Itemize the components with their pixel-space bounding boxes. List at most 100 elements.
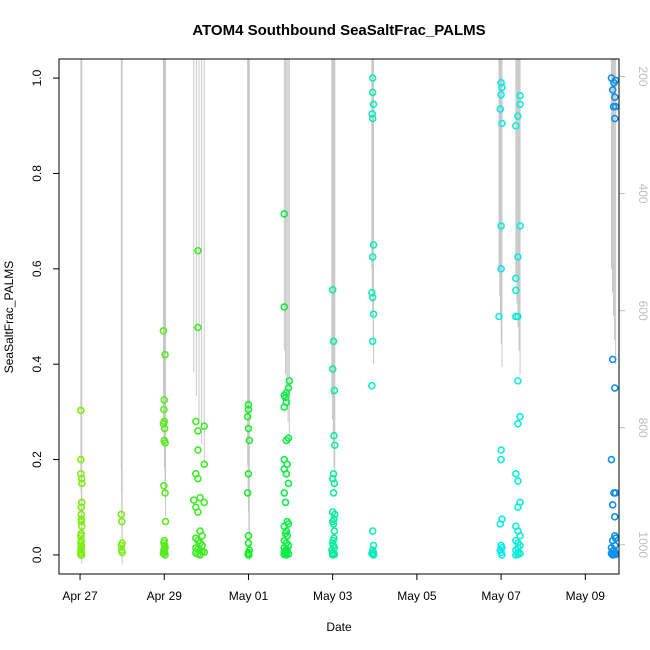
data-point xyxy=(244,551,253,559)
data-point xyxy=(118,548,126,557)
data-point xyxy=(243,412,252,421)
data-point xyxy=(368,288,376,297)
data-point xyxy=(369,541,378,550)
data-point xyxy=(244,400,253,409)
data-point xyxy=(284,479,293,488)
x-tick-label: Apr 29 xyxy=(147,589,183,603)
data-point xyxy=(77,406,85,415)
data-point xyxy=(161,439,169,447)
data-point xyxy=(77,515,86,523)
data-point xyxy=(516,222,524,230)
data-point xyxy=(160,424,169,433)
data-point xyxy=(607,455,616,464)
data-point xyxy=(117,517,126,526)
data-point xyxy=(77,510,86,519)
data-point xyxy=(159,419,168,428)
secondary-tick-label: 1000 xyxy=(636,531,650,558)
data-point xyxy=(368,74,377,82)
data-point xyxy=(514,312,522,321)
data-point xyxy=(117,541,126,550)
data-point xyxy=(194,474,202,483)
data-point xyxy=(160,396,169,404)
data-point xyxy=(329,470,338,478)
data-point xyxy=(200,498,209,507)
data-point xyxy=(117,510,126,519)
data-point xyxy=(368,253,377,261)
x-tick-label: May 09 xyxy=(566,589,606,603)
data-point xyxy=(512,551,520,559)
data-point xyxy=(369,100,378,109)
data-point xyxy=(516,412,524,421)
data-point xyxy=(498,551,506,559)
data-point xyxy=(245,436,254,445)
data-point xyxy=(244,539,253,547)
data-point xyxy=(160,481,168,490)
secondary-tick-label: 800 xyxy=(636,418,650,438)
data-point xyxy=(77,498,86,507)
x-tick-label: May 03 xyxy=(313,589,353,603)
y-axis-label: SeaSaltFrac_PALMS xyxy=(2,261,16,374)
data-point xyxy=(329,489,338,497)
data-point xyxy=(77,532,85,540)
data-point xyxy=(244,424,253,433)
data-point xyxy=(514,112,522,121)
data-point xyxy=(369,241,378,249)
data-point xyxy=(512,274,520,283)
data-point xyxy=(330,431,338,440)
data-point xyxy=(244,405,253,414)
data-point xyxy=(196,493,204,502)
data-point xyxy=(516,100,524,109)
y-tick-label: 0.2 xyxy=(30,451,44,468)
data-point xyxy=(610,114,619,123)
data-point xyxy=(77,548,85,557)
data-point xyxy=(368,337,377,346)
secondary-tick-label: 400 xyxy=(636,184,650,204)
data-point xyxy=(194,246,202,255)
data-point xyxy=(328,551,337,559)
data-point xyxy=(368,88,377,97)
data-point xyxy=(194,508,202,516)
data-point xyxy=(77,479,86,488)
data-point xyxy=(610,512,619,521)
data-point xyxy=(159,549,168,558)
data-point xyxy=(281,393,290,402)
x-tick-label: May 05 xyxy=(397,589,437,603)
data-point xyxy=(514,419,522,428)
data-point xyxy=(368,114,377,123)
data-point xyxy=(497,222,505,230)
data-point xyxy=(280,303,289,311)
data-point xyxy=(497,455,505,464)
data-point xyxy=(497,79,505,87)
data-point xyxy=(496,105,505,113)
data-point xyxy=(369,310,378,318)
data-point xyxy=(330,527,339,535)
data-point xyxy=(514,503,522,512)
data-point xyxy=(77,455,85,464)
data-point xyxy=(329,520,338,528)
y-tick-label: 0.0 xyxy=(30,546,44,563)
data-point xyxy=(497,90,505,99)
x-axis-label: Date xyxy=(326,620,352,634)
data-point xyxy=(194,323,202,332)
secondary-tick-label: 600 xyxy=(636,301,650,321)
data-point xyxy=(610,93,619,101)
data-point xyxy=(161,489,169,497)
data-point xyxy=(200,422,209,430)
y-tick-label: 0.4 xyxy=(30,356,44,373)
data-point xyxy=(330,441,339,450)
data-point xyxy=(368,381,376,390)
data-point xyxy=(496,520,505,528)
data-point xyxy=(608,86,617,94)
data-point xyxy=(196,551,204,559)
data-point xyxy=(497,265,505,273)
data-point xyxy=(498,83,506,92)
data-point xyxy=(77,503,86,512)
data-point xyxy=(280,489,289,497)
data-point xyxy=(280,210,289,218)
data-point xyxy=(77,522,86,531)
data-point xyxy=(368,110,377,118)
data-point xyxy=(160,405,168,414)
data-point xyxy=(244,470,253,478)
data-point xyxy=(280,403,289,411)
